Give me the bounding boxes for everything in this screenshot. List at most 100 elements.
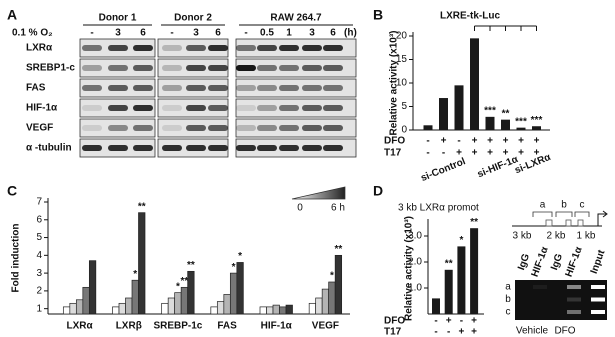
blot-band (208, 125, 228, 131)
blot-band (323, 85, 343, 91)
blot-band (257, 45, 277, 51)
bar (62, 306, 71, 315)
blot-band (186, 145, 206, 151)
time-label: 6 (330, 28, 336, 39)
group-header: RAW 264.7 (270, 13, 322, 24)
blot-band (108, 85, 128, 91)
y-tick-label: 10 (396, 78, 408, 89)
row-label: α -tubulin (26, 143, 72, 154)
legend-start: 0 (297, 203, 303, 214)
lane-label: HIF-1α (530, 245, 551, 279)
blot-band (162, 125, 182, 131)
significance: * (232, 262, 236, 273)
position-label: 1 kb (577, 231, 596, 242)
y-tick-label: 3.0 (408, 231, 422, 242)
significance: *** (484, 105, 496, 116)
significance: ** (335, 244, 343, 255)
y-axis-label: Relative activity (x10³) (389, 30, 400, 135)
significance: ** (502, 108, 510, 119)
bar (174, 292, 182, 315)
blot-band (162, 145, 182, 151)
panel-label: D (373, 183, 383, 199)
blot-band (186, 45, 206, 51)
bar (229, 272, 238, 315)
y-tick-label: 5 (36, 232, 42, 243)
blot-band (133, 105, 153, 111)
blot-band (279, 85, 299, 91)
bar (315, 297, 323, 315)
bar (272, 304, 280, 315)
time-label: 0.5 (260, 28, 274, 39)
legend-end: 6 h (331, 203, 345, 214)
legend-ramp (291, 186, 346, 200)
time-label: 3 (309, 28, 315, 39)
blot-band (257, 65, 277, 71)
x-tick-label: LXRα (67, 321, 94, 332)
blot-band (208, 145, 228, 151)
blot-band (236, 85, 256, 91)
blot-band (302, 105, 322, 111)
bar (216, 301, 225, 315)
group-label: si-Control (419, 156, 467, 184)
treatment-value: + (518, 136, 524, 147)
treatment-value: - (426, 136, 429, 147)
bar (223, 294, 231, 315)
y-tick-label: 15 (396, 54, 408, 65)
treatment-value: - (460, 316, 463, 327)
blot-band (108, 105, 128, 111)
treatment-value: + (471, 327, 477, 337)
x-tick-label: VEGF (312, 321, 339, 332)
blot-band (302, 125, 322, 131)
lane-label: HIF-1α (564, 245, 585, 279)
region-bracket (574, 211, 590, 217)
bar (88, 260, 97, 315)
treatment-value: + (503, 136, 509, 147)
time-unit: (h) (344, 28, 357, 39)
time-label: 3 (115, 28, 121, 39)
blot-band (236, 45, 256, 51)
significance: ** (445, 258, 453, 269)
treatment-value: + (441, 136, 447, 147)
blot-band (108, 125, 128, 131)
gel-row-label: c (506, 307, 511, 318)
blot-band (108, 65, 128, 71)
blot-band (208, 65, 228, 71)
row-label: SREBP1-c (26, 63, 75, 74)
bar (180, 286, 189, 315)
treatment-name: DFO (384, 136, 405, 147)
y-tick-label: 1 (36, 303, 42, 314)
bar (187, 270, 195, 315)
blot-band (279, 45, 299, 51)
gel-band (533, 285, 547, 289)
bar (69, 302, 77, 315)
bar (236, 262, 244, 315)
blot-band (302, 145, 322, 151)
blot-band (108, 45, 128, 51)
x-tick-label: HIF-1α (261, 321, 293, 332)
bar (470, 228, 479, 314)
bar (167, 297, 176, 315)
bar (125, 297, 133, 315)
blot-band (236, 145, 256, 151)
x-tick-label: FAS (217, 321, 237, 332)
treatment-value: + (487, 148, 493, 159)
treatment-value: - (457, 136, 460, 147)
treatment-value: + (534, 136, 540, 147)
gel-band (567, 285, 581, 289)
blot-band (323, 65, 343, 71)
blot-band (186, 85, 206, 91)
blot-band (82, 125, 102, 131)
bar (285, 304, 293, 315)
blot-band (133, 85, 153, 91)
significance: ** (187, 260, 195, 271)
blot-band (236, 105, 256, 111)
gel-band (591, 285, 605, 289)
blot-band (257, 85, 277, 91)
bar (516, 127, 526, 130)
significance: ** (138, 201, 146, 212)
treatment-value: - (434, 327, 437, 337)
time-label: - (244, 28, 247, 39)
treatment-value: - (426, 148, 429, 159)
blot-band (82, 45, 102, 51)
significance: *** (515, 116, 527, 127)
